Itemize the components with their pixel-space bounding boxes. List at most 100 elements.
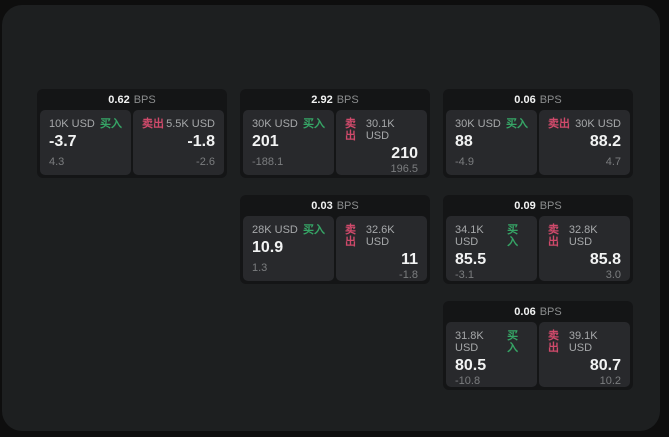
- buy-panel-top: 34.1K USD 买入: [455, 224, 528, 248]
- buy-delta: -3.1: [455, 269, 474, 281]
- sell-price: 80.7: [589, 357, 621, 374]
- sell-price: 11: [401, 251, 418, 268]
- sell-amount: 32.8K USD: [568, 224, 598, 248]
- sell-amount: 30K USD: [575, 118, 621, 130]
- card-header: 0.06 BPS: [446, 301, 630, 322]
- cards-grid: 0.62 BPS 10K USD 买入 -3.7 4.3 卖出 5.5K USD…: [37, 89, 633, 390]
- buy-price: 80.5: [455, 357, 487, 374]
- buy-tag: 买入: [507, 330, 519, 354]
- bps-spread-value: 0.03: [311, 199, 333, 212]
- bps-spread-value: 0.62: [108, 93, 130, 106]
- buy-panel-top: 30K USD 买入: [252, 118, 325, 130]
- buy-panel-top: 30K USD 买入: [455, 118, 528, 130]
- card-header: 2.92 BPS: [243, 89, 427, 110]
- bps-spread-value: 2.92: [311, 93, 333, 106]
- buy-amount: 30K USD: [455, 118, 501, 130]
- card-header: 0.06 BPS: [446, 89, 630, 110]
- sell-tag: 卖出: [142, 118, 164, 130]
- buy-delta: 1.3: [252, 262, 268, 274]
- sell-panel[interactable]: 卖出 32.8K USD 85.8 3.0: [539, 216, 630, 281]
- card-body: 10K USD 买入 -3.7 4.3 卖出 5.5K USD -1.8 -2.…: [40, 110, 224, 175]
- sell-panel[interactable]: 卖出 30.1K USD 210 196.5: [336, 110, 427, 175]
- buy-amount: 10K USD: [49, 118, 95, 130]
- sell-delta: 3.0: [605, 269, 621, 281]
- quote-card: 0.06 BPS 31.8K USD 买入 80.5 -10.8 卖出 39.1…: [443, 301, 633, 390]
- sell-panel[interactable]: 卖出 32.6K USD 11 -1.8: [336, 216, 427, 281]
- sell-delta: 4.7: [605, 156, 621, 168]
- sell-panel-top: 卖出 30K USD: [548, 118, 621, 130]
- card-header: 0.03 BPS: [243, 195, 427, 216]
- sell-panel[interactable]: 卖出 39.1K USD 80.7 10.2: [539, 322, 630, 387]
- bps-suffix-label: BPS: [336, 199, 359, 212]
- sell-amount: 39.1K USD: [568, 330, 598, 354]
- buy-panel[interactable]: 10K USD 买入 -3.7 4.3: [40, 110, 131, 175]
- sell-tag: 卖出: [345, 118, 356, 142]
- sell-price: 210: [391, 145, 418, 162]
- buy-tag: 买入: [303, 118, 325, 130]
- buy-tag: 买入: [506, 118, 528, 130]
- sell-panel[interactable]: 卖出 5.5K USD -1.8 -2.6: [133, 110, 224, 175]
- buy-panel[interactable]: 30K USD 买入 88 -4.9: [446, 110, 537, 175]
- quote-card: 0.62 BPS 10K USD 买入 -3.7 4.3 卖出 5.5K USD…: [37, 89, 227, 178]
- sell-panel-top: 卖出 39.1K USD: [548, 330, 621, 354]
- sell-delta: 196.5: [390, 163, 418, 175]
- bps-suffix-label: BPS: [133, 93, 156, 106]
- sell-panel-top: 卖出 30.1K USD: [345, 118, 418, 142]
- buy-panel[interactable]: 30K USD 买入 201 -188.1: [243, 110, 334, 175]
- buy-delta: -4.9: [455, 156, 474, 168]
- sell-delta: -2.6: [196, 156, 215, 168]
- buy-panel[interactable]: 31.8K USD 买入 80.5 -10.8: [446, 322, 537, 387]
- quote-card: 0.03 BPS 28K USD 买入 10.9 1.3 卖出 32.6K US…: [240, 195, 430, 284]
- sell-tag: 卖出: [548, 224, 559, 248]
- buy-panel-top: 28K USD 买入: [252, 224, 325, 236]
- bps-spread-value: 0.06: [514, 305, 536, 318]
- sell-panel-top: 卖出 5.5K USD: [142, 118, 215, 130]
- buy-amount: 31.8K USD: [455, 330, 484, 354]
- card-header: 0.09 BPS: [446, 195, 630, 216]
- sell-panel-top: 卖出 32.6K USD: [345, 224, 418, 248]
- card-body: 30K USD 买入 88 -4.9 卖出 30K USD 88.2 4.7: [446, 110, 630, 175]
- card-header: 0.62 BPS: [40, 89, 224, 110]
- bps-suffix-label: BPS: [539, 305, 562, 318]
- sell-tag: 卖出: [548, 330, 559, 354]
- sell-amount: 30.1K USD: [365, 118, 395, 142]
- sell-delta: 10.2: [599, 375, 621, 387]
- quotes-dashboard-panel: 0.62 BPS 10K USD 买入 -3.7 4.3 卖出 5.5K USD…: [2, 5, 660, 431]
- buy-panel-top: 31.8K USD 买入: [455, 330, 528, 354]
- buy-tag: 买入: [100, 118, 122, 130]
- sell-tag: 卖出: [548, 118, 570, 130]
- buy-price: 85.5: [455, 251, 487, 268]
- bps-suffix-label: BPS: [539, 93, 562, 106]
- bps-suffix-label: BPS: [336, 93, 359, 106]
- quote-card: 2.92 BPS 30K USD 买入 201 -188.1 卖出 30.1K …: [240, 89, 430, 178]
- buy-panel[interactable]: 34.1K USD 买入 85.5 -3.1: [446, 216, 537, 281]
- sell-panel[interactable]: 卖出 30K USD 88.2 4.7: [539, 110, 630, 175]
- bps-suffix-label: BPS: [539, 199, 562, 212]
- sell-tag: 卖出: [345, 224, 356, 248]
- buy-delta: -10.8: [455, 375, 481, 387]
- quote-card: 0.09 BPS 34.1K USD 买入 85.5 -3.1 卖出 32.8K…: [443, 195, 633, 284]
- buy-price: 10.9: [252, 239, 284, 256]
- buy-tag: 买入: [303, 224, 325, 236]
- sell-amount: 32.6K USD: [365, 224, 395, 248]
- quote-card: 0.06 BPS 30K USD 买入 88 -4.9 卖出 30K USD 8…: [443, 89, 633, 178]
- sell-price: 88.2: [589, 133, 621, 150]
- buy-amount: 34.1K USD: [455, 224, 484, 248]
- buy-delta: -188.1: [252, 156, 284, 168]
- card-body: 34.1K USD 买入 85.5 -3.1 卖出 32.8K USD 85.8…: [446, 216, 630, 281]
- buy-price: 201: [252, 133, 279, 150]
- buy-price: -3.7: [49, 133, 77, 150]
- buy-amount: 28K USD: [252, 224, 298, 236]
- sell-amount: 5.5K USD: [166, 118, 215, 130]
- sell-price: 85.8: [589, 251, 621, 268]
- sell-price: -1.8: [187, 133, 215, 150]
- bps-spread-value: 0.06: [514, 93, 536, 106]
- buy-panel[interactable]: 28K USD 买入 10.9 1.3: [243, 216, 334, 281]
- buy-delta: 4.3: [49, 156, 65, 168]
- sell-delta: -1.8: [399, 269, 418, 281]
- buy-price: 88: [455, 133, 473, 150]
- card-body: 28K USD 买入 10.9 1.3 卖出 32.6K USD 11 -1.8: [243, 216, 427, 281]
- buy-panel-top: 10K USD 买入: [49, 118, 122, 130]
- buy-amount: 30K USD: [252, 118, 298, 130]
